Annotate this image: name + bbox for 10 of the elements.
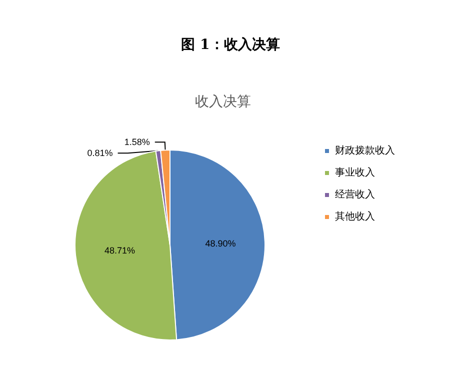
data-label: 1.58% bbox=[124, 137, 150, 148]
chart-subtitle: 收入决算 bbox=[195, 94, 251, 110]
data-label: 48.71% bbox=[104, 246, 136, 256]
chart-title: 图 1：收入决算 bbox=[181, 37, 280, 53]
legend-label: 经营收入 bbox=[335, 188, 375, 200]
data-label: 48.90% bbox=[205, 238, 236, 248]
legend-label: 其他收入 bbox=[335, 210, 375, 222]
data-label: 0.81% bbox=[87, 148, 113, 158]
legend-label: 财政拨款收入 bbox=[335, 144, 395, 156]
legend-label: 事业收入 bbox=[335, 166, 375, 178]
